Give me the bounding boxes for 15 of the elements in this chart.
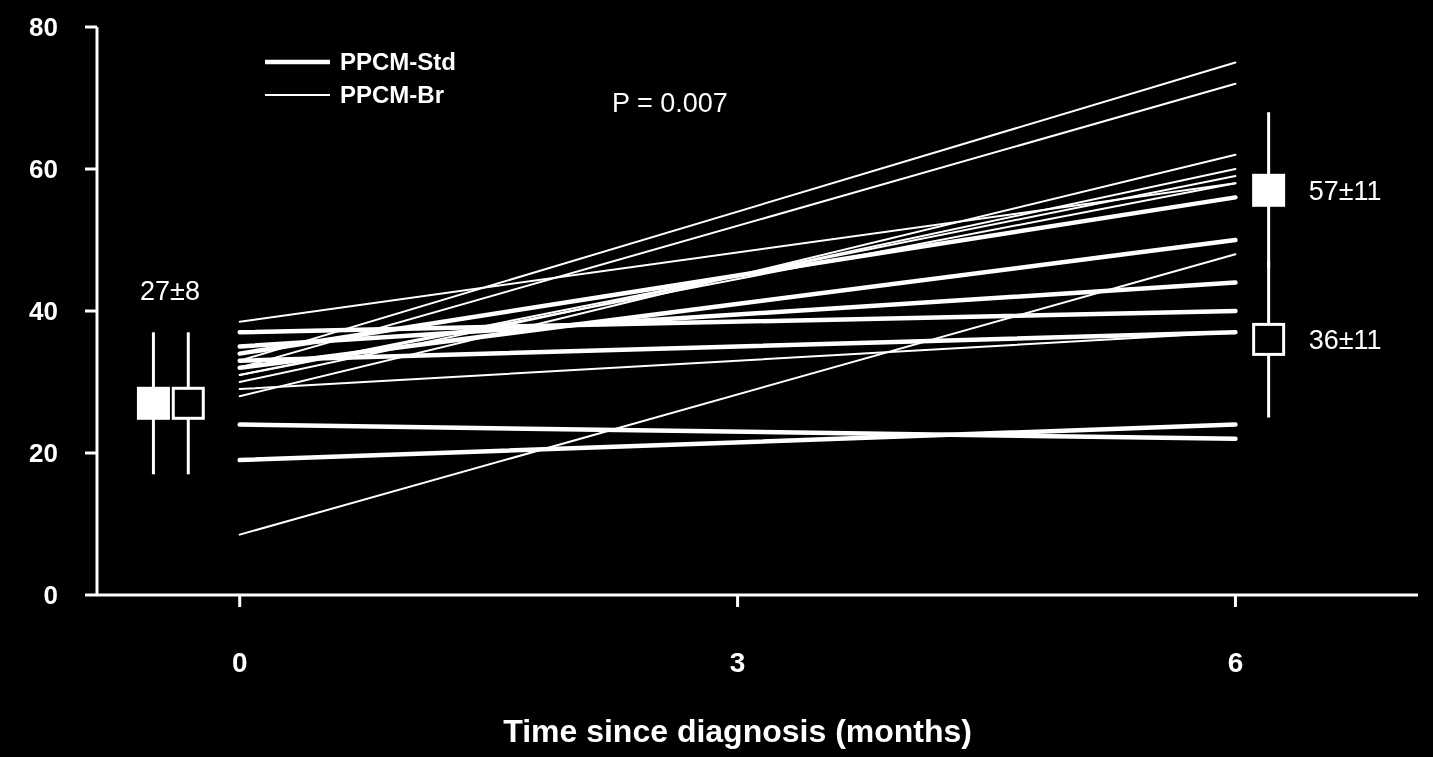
y-tick-label: 80	[29, 12, 58, 43]
annotation: 57±11	[1308, 175, 1382, 206]
legend-label: PPCM-Br	[340, 81, 445, 109]
y-tick-label: 40	[29, 296, 58, 327]
y-tick-label: 20	[29, 438, 58, 469]
x-tick-label: 3	[729, 647, 746, 678]
legend-label: PPCM-Std	[340, 48, 456, 76]
annotation: 27±8	[140, 276, 200, 306]
y-tick-label: 60	[29, 154, 58, 185]
x-axis-title: Time since diagnosis (months)	[503, 713, 972, 749]
y-tick-label: 0	[43, 580, 58, 611]
annotation: 36±11	[1308, 324, 1382, 355]
annotation: P = 0.007	[612, 88, 728, 118]
x-tick-label: 0	[231, 647, 248, 678]
x-tick-label: 6	[1227, 647, 1244, 678]
